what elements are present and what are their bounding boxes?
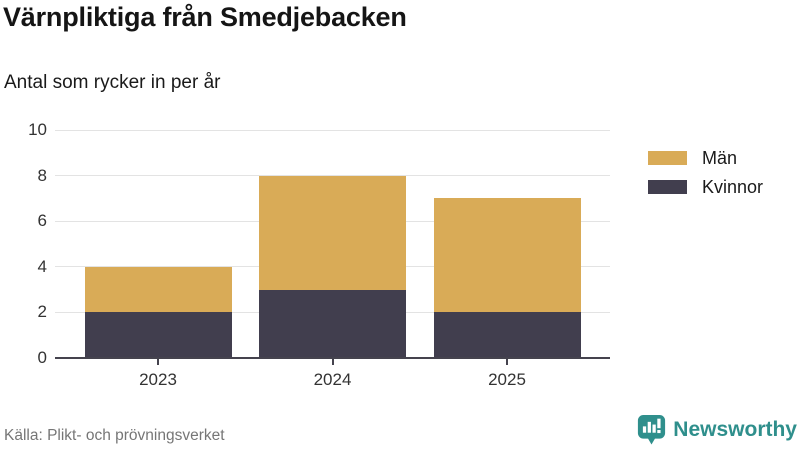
y-tick-label: 0 (37, 348, 47, 367)
chart-title: Värnpliktiga från Smedjebacken (3, 2, 407, 32)
bar-2023-män (84, 266, 232, 313)
bar-2025-män (433, 198, 581, 313)
legend-item-män: Män (648, 146, 763, 170)
x-axis-tick (157, 359, 159, 365)
legend: Män Kvinnor (648, 146, 763, 204)
newsworthy-logo: Newsworthy (637, 414, 797, 446)
legend-label: Män (702, 147, 738, 168)
gridline-8 (55, 175, 610, 177)
bar-2023-kvinnor (84, 312, 232, 358)
bar-2025-kvinnor (433, 312, 581, 358)
legend-item-kvinnor: Kvinnor (648, 175, 763, 199)
newsworthy-wordmark: Newsworthy (673, 418, 797, 441)
legend-swatch-icon (648, 151, 687, 165)
legend-label: Kvinnor (702, 176, 764, 197)
y-tick-label: 8 (37, 165, 47, 185)
y-tick-label: 10 (28, 120, 47, 139)
x-tick-label: 2023 (139, 370, 177, 389)
source-note: Källa: Plikt- och prövningsverket (4, 427, 225, 444)
x-tick-label: 2025 (488, 370, 526, 389)
newsworthy-icon (638, 415, 666, 445)
y-tick-label: 6 (37, 211, 47, 231)
chart-subtitle: Antal som rycker in per år (4, 72, 221, 93)
y-tick-label: 4 (37, 256, 47, 276)
plot-area: 0 2 4 6 8 10 2023 2024 2025 (28, 121, 610, 389)
x-tick-label: 2024 (313, 370, 352, 389)
legend-swatch-icon (648, 180, 687, 194)
gridline-10 (55, 129, 610, 131)
y-tick-label: 2 (37, 302, 47, 322)
x-axis-tick (506, 359, 508, 365)
bar-2024-män (259, 175, 406, 290)
x-axis-line (55, 357, 610, 359)
bar-2024-kvinnor (259, 289, 406, 358)
x-axis-tick (331, 359, 334, 365)
